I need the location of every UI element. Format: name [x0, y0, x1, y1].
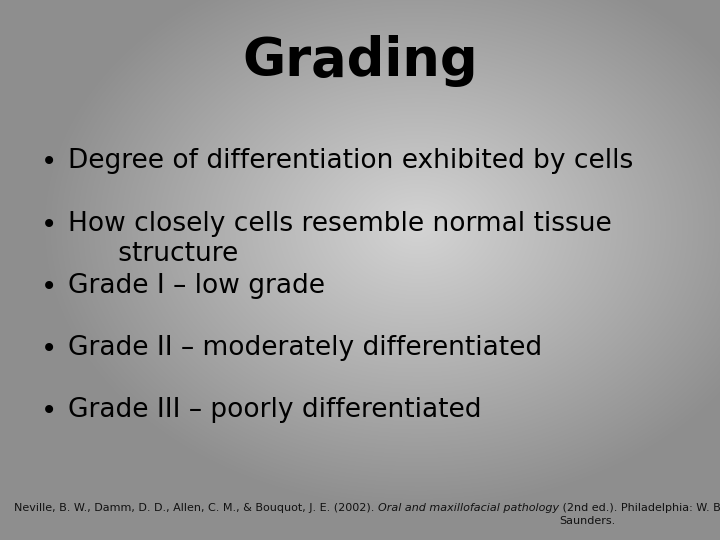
Text: •: • [41, 148, 57, 177]
Text: Neville, B. W., Damm, D. D., Allen, C. M., & Bouquot, J. E. (2002).: Neville, B. W., Damm, D. D., Allen, C. M… [14, 503, 378, 514]
Text: Grade II – moderately differentiated: Grade II – moderately differentiated [68, 335, 543, 361]
Text: How closely cells resemble normal tissue
      structure: How closely cells resemble normal tissue… [68, 211, 612, 267]
Text: •: • [41, 273, 57, 301]
Text: Degree of differentiation exhibited by cells: Degree of differentiation exhibited by c… [68, 148, 634, 174]
Text: Grade I – low grade: Grade I – low grade [68, 273, 325, 299]
Text: •: • [41, 335, 57, 363]
Text: •: • [41, 397, 57, 425]
Text: Grade III – poorly differentiated: Grade III – poorly differentiated [68, 397, 482, 423]
Text: •: • [41, 211, 57, 239]
Text: Grading: Grading [242, 35, 478, 87]
Text: (2nd ed.). Philadelphia: W. B.
Saunders.: (2nd ed.). Philadelphia: W. B. Saunders. [559, 503, 720, 525]
Text: Oral and maxillofacial pathology: Oral and maxillofacial pathology [378, 503, 559, 514]
